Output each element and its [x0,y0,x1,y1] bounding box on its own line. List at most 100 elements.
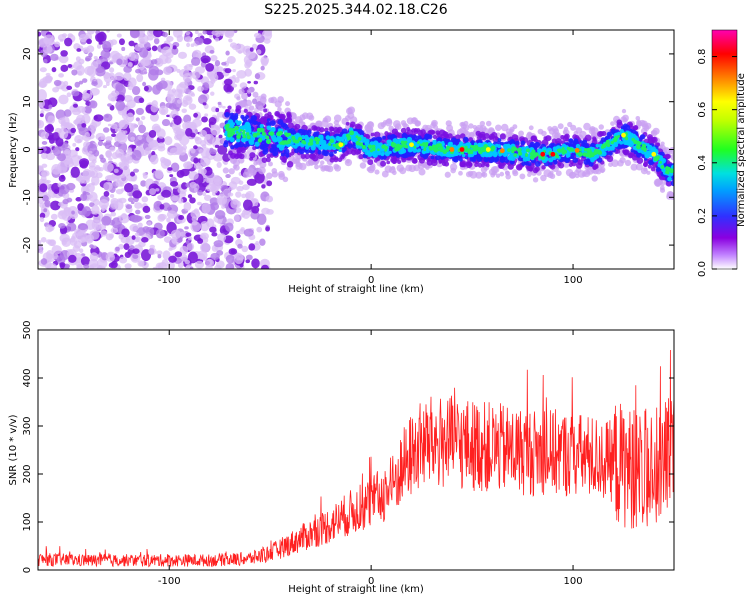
noise-cell [115,148,125,159]
noise-cell [239,82,248,89]
ridge-cell [477,162,483,168]
noise-cell [113,168,119,173]
noise-cell [171,46,179,55]
noise-cell [131,235,136,240]
noise-cell [67,64,73,68]
noise-cell [168,255,177,263]
noise-cell [209,35,213,38]
noise-cell [216,260,225,269]
noise-cell [107,123,112,127]
ridge-cell [459,162,465,168]
noise-cell [167,94,176,104]
ridge-cell [586,147,591,153]
noise-cell [156,57,163,64]
noise-cell [75,56,81,62]
ridge-cell [244,168,251,175]
ridge-cell [265,157,271,163]
noise-cell [214,144,220,149]
noise-cell [201,116,208,123]
ridge-cell [266,122,270,126]
noise-cell [186,242,195,251]
noise-cell [67,33,74,38]
noise-cell [43,208,48,213]
noise-cell [151,151,156,156]
noise-cell [158,80,168,90]
ridge-cell [367,144,373,149]
ridge-cell [367,166,375,174]
noise-cell [261,58,269,67]
ridge-cell [263,108,268,113]
noise-cell [39,113,44,118]
ridge-cell [236,121,240,126]
noise-cell [105,114,109,118]
ridge-cell [555,170,562,177]
noise-cell [131,86,141,96]
noise-cell [200,234,207,240]
noise-cell [253,32,262,39]
noise-cell [238,228,246,235]
noise-cell [107,103,112,107]
noise-cell [179,81,188,88]
noise-cell [194,37,204,46]
noise-cell [76,263,83,269]
ridge-cell [432,139,437,144]
noise-cell [91,219,102,231]
noise-cell [77,223,88,231]
noise-cell [246,178,257,186]
noise-cell [132,190,143,199]
noise-cell [60,64,69,72]
noise-cell [48,134,54,141]
noise-cell [89,252,99,262]
noise-cell [42,195,49,202]
noise-cell [47,239,55,246]
ridge-cell [562,129,568,135]
ridge-cell [315,141,320,145]
noise-cell [118,243,124,250]
noise-cell [188,63,194,68]
noise-cell [221,61,227,66]
noise-cell [251,206,260,214]
noise-cell [115,100,126,111]
noise-cell [210,91,215,96]
ridge-cell [458,157,463,162]
ridge-cell [392,170,397,176]
noise-cell [105,150,113,159]
noise-cell [41,140,48,145]
noise-cell [138,47,149,58]
noise-cell [45,224,54,233]
ridge-cell [431,119,438,127]
noise-cell [44,199,51,208]
ridge-cell [507,148,511,152]
ridge-cell [527,161,532,166]
noise-cell [105,252,116,262]
noise-cell [95,66,105,74]
ridge-cell [258,166,266,175]
noise-cell [184,226,189,230]
ridge-cell [430,150,434,155]
noise-cell [223,223,228,227]
noise-cell [232,74,236,79]
noise-cell [224,78,233,86]
noise-cell [114,127,119,133]
ridge-cell [501,123,509,132]
noise-cell [121,46,126,52]
noise-cell [138,97,145,104]
ridge-cell [446,124,454,132]
noise-cell [123,243,130,250]
ridge-cell [558,162,565,169]
noise-cell [150,104,159,113]
ridge-cell [264,113,270,119]
noise-cell [140,115,146,121]
noise-cell [252,98,257,105]
ridge-cell [235,131,239,134]
ridge-cell [551,125,559,133]
ridge-cell [396,164,405,172]
noise-cell [109,233,115,239]
ridge-cell [514,140,520,146]
noise-cell [260,264,270,269]
noise-cell [169,147,180,156]
ridge-cell [450,167,457,174]
noise-cell [111,80,116,84]
noise-cell [41,152,48,159]
ridge-cell [504,152,509,157]
